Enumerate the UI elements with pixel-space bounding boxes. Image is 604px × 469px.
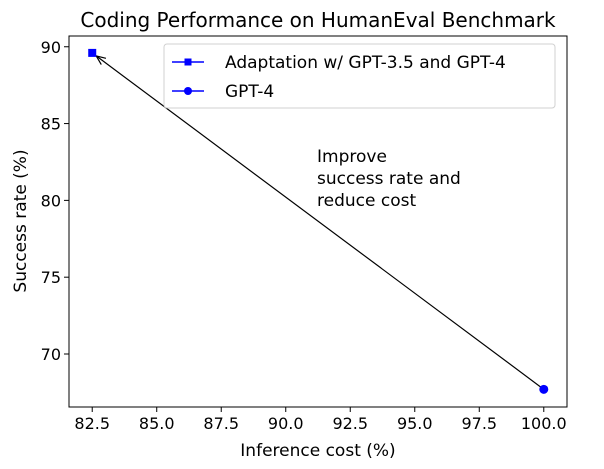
x-tick-label: 90.0 bbox=[268, 414, 304, 433]
plot-frame bbox=[68, 35, 568, 408]
x-tick-label: 82.5 bbox=[74, 414, 110, 433]
annotation-arrow-line bbox=[95, 55, 545, 390]
legend-square-marker bbox=[184, 58, 192, 66]
y-tick-label: 80 bbox=[41, 191, 61, 210]
x-tick-label: 97.5 bbox=[461, 414, 497, 433]
y-tick-label: 75 bbox=[41, 268, 61, 287]
annotation-line: reduce cost bbox=[317, 191, 416, 211]
x-axis-label: Inference cost (%) bbox=[240, 441, 395, 461]
data-point-square bbox=[88, 48, 97, 57]
annotation-line: success rate and bbox=[317, 169, 461, 189]
x-tick-label: 85.0 bbox=[139, 414, 175, 433]
y-tick-label: 85 bbox=[41, 115, 61, 134]
legend-label: GPT-4 bbox=[225, 82, 274, 102]
legend-label: Adaptation w/ GPT-3.5 and GPT-4 bbox=[225, 53, 506, 73]
annotation-line: Improve bbox=[317, 147, 387, 167]
x-tick-label: 100.0 bbox=[521, 414, 567, 433]
marks bbox=[88, 48, 549, 394]
legend-frame bbox=[163, 43, 556, 109]
axes: 82.5 85.0 87.5 90.0 92.5 95.0 97.5 100.0 70 75 80 8… bbox=[41, 35, 568, 433]
legend: Adaptation w/ GPT-3.5 and GPT-4 GPT-4 bbox=[163, 43, 556, 109]
x-tick-label: 92.5 bbox=[332, 414, 368, 433]
chart-title: Coding Performance on HumanEval Benchmar… bbox=[80, 8, 556, 32]
x-tick-label: 87.5 bbox=[203, 414, 239, 433]
y-tick-label: 90 bbox=[41, 38, 61, 57]
legend-circle-marker bbox=[184, 87, 192, 95]
x-tick-label: 95.0 bbox=[397, 414, 433, 433]
annotation: Improve success rate and reduce cost bbox=[317, 147, 461, 211]
y-tick-label: 70 bbox=[41, 345, 61, 364]
y-axis-label: Success rate (%) bbox=[11, 149, 31, 292]
data-point-circle bbox=[539, 384, 549, 394]
